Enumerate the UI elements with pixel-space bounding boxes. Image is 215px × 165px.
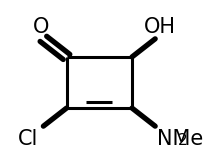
Text: OH: OH: [143, 17, 175, 37]
Text: 2: 2: [177, 133, 187, 148]
Text: Cl: Cl: [18, 129, 39, 149]
Text: O: O: [33, 17, 49, 37]
Text: NMe: NMe: [157, 129, 204, 149]
